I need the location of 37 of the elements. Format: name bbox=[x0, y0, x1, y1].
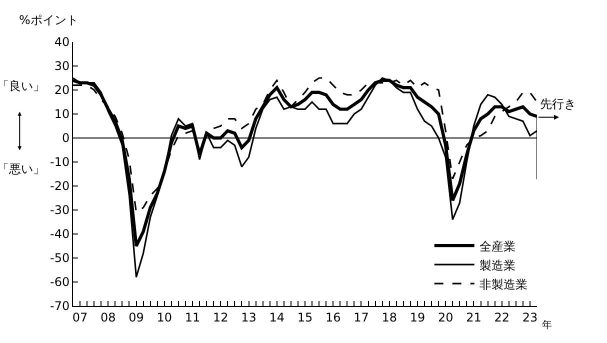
y-tick-label: -10 bbox=[50, 155, 70, 170]
x-tick-label: 09 bbox=[128, 310, 144, 324]
x-tick-label: 22 bbox=[494, 310, 510, 324]
y-tick-label: 0 bbox=[62, 131, 70, 146]
legend-label: 全産業 bbox=[479, 239, 516, 254]
x-tick-label: 19 bbox=[410, 310, 426, 324]
text: 「良い」 bbox=[0, 79, 45, 93]
y-tick-label: 40 bbox=[54, 35, 70, 50]
y-tick-label: 20 bbox=[54, 83, 70, 98]
x-tick-label: 08 bbox=[100, 310, 116, 324]
y-tick-label: -30 bbox=[50, 203, 70, 218]
x-tick-label: 18 bbox=[382, 310, 397, 324]
ref-line-label: 先行き bbox=[540, 97, 576, 111]
x-tick-label: 14 bbox=[269, 310, 285, 324]
x-tick-label: 13 bbox=[241, 310, 256, 324]
x-tick-label: 15 bbox=[297, 310, 313, 324]
y-tick-label: 30 bbox=[54, 59, 70, 74]
text: 「悪い」 bbox=[0, 162, 45, 176]
y-tick-label: -60 bbox=[50, 275, 70, 290]
x-tick-label: 10 bbox=[156, 310, 172, 324]
x-tick-label: 23 bbox=[522, 310, 538, 324]
x-axis-title: 年 bbox=[542, 319, 552, 331]
y-tick-label: -50 bbox=[50, 251, 70, 266]
legend-label: 非製造業 bbox=[479, 277, 528, 292]
x-tick-label: 11 bbox=[184, 310, 200, 324]
y-axis-title: %ポイント bbox=[19, 13, 78, 27]
x-tick-label: 21 bbox=[466, 310, 482, 324]
x-tick-label: 12 bbox=[213, 310, 228, 324]
y-tick-label: -70 bbox=[50, 299, 70, 314]
y-tick-label: -20 bbox=[50, 179, 70, 194]
y-tick-label: 10 bbox=[54, 107, 70, 122]
x-tick-label: 16 bbox=[325, 310, 341, 324]
x-tick-label: 17 bbox=[354, 310, 369, 324]
legend-label: 製造業 bbox=[479, 258, 516, 272]
y-tick-label: -40 bbox=[50, 227, 70, 242]
x-tick-label: 07 bbox=[72, 310, 88, 324]
x-tick-label: 20 bbox=[438, 310, 454, 324]
